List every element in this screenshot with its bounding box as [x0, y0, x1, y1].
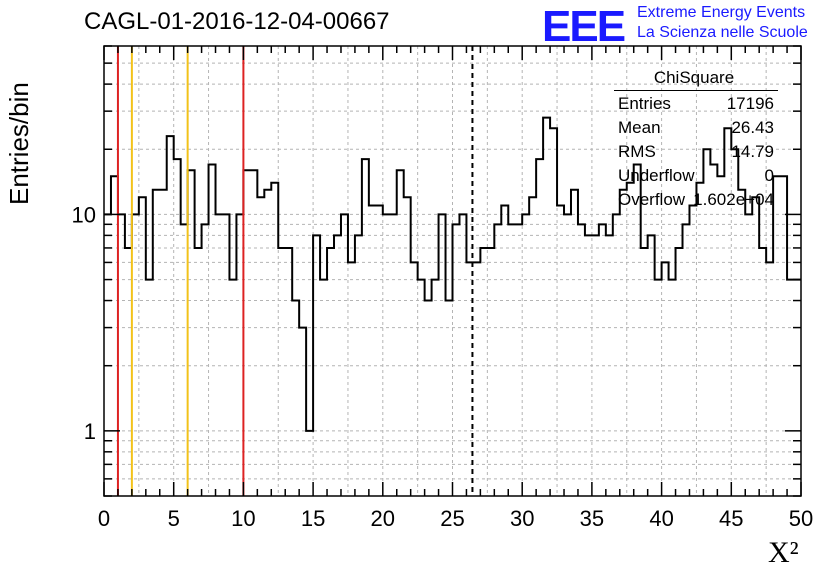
stat-value: 1.602e+04 [693, 190, 774, 209]
stat-value: 17196 [726, 94, 774, 113]
x-tick-label: 0 [98, 506, 110, 531]
chart-title: CAGL-01-2016-12-04-00667 [84, 8, 390, 35]
stat-box-rule [614, 90, 778, 91]
x-tick-label: 50 [789, 506, 813, 531]
stat-row-mean: Mean 26.43 [618, 118, 774, 140]
x-tick-label: 15 [301, 506, 325, 531]
x-tick-label: 40 [649, 506, 673, 531]
statistics-box: ChiSquare Entries 17196 Mean 26.43 RMS 1… [610, 66, 780, 209]
stat-key: RMS [618, 142, 656, 161]
x-tick-label: 45 [719, 506, 743, 531]
x-tick-label: 10 [231, 506, 255, 531]
stat-box-title: ChiSquare [653, 68, 735, 87]
reference-lines [116, 46, 474, 496]
logo-line-2: La Scienza nelle Scuole [637, 24, 808, 41]
stat-key: Mean [618, 118, 661, 137]
y-tick-label: 10 [72, 202, 96, 227]
axes: 0 5 10 15 20 25 30 35 40 45 50 1 10 [72, 45, 813, 531]
stat-row-underflow: Underflow 0 [618, 166, 774, 188]
x-tick-label: 20 [371, 506, 395, 531]
y-axis-label: Entries/bin [4, 82, 34, 205]
x-axis-label: X² [768, 536, 799, 569]
logo-line-1: Extreme Energy Events [637, 4, 806, 21]
stat-key: Entries [618, 94, 671, 113]
stat-row-rms: RMS 14.79 [618, 142, 774, 164]
stat-value: 26.43 [731, 118, 774, 137]
eee-logo: EEE [542, 2, 626, 51]
x-tick-label: 30 [510, 506, 534, 531]
x-tick-label: 35 [580, 506, 604, 531]
histogram-series [104, 116, 801, 432]
stat-value: 14.79 [731, 142, 774, 161]
stat-value: 0 [764, 166, 774, 185]
y-tick-label: 1 [84, 419, 96, 444]
histogram-outline [104, 116, 801, 432]
stat-key: Underflow [618, 166, 695, 185]
x-tick-label: 5 [168, 506, 180, 531]
stat-key: Overflow [618, 190, 686, 209]
stat-row-overflow: Overflow 1.602e+04 [618, 190, 774, 212]
x-tick-label: 25 [440, 506, 464, 531]
stat-row-entries: Entries 17196 [618, 94, 774, 116]
